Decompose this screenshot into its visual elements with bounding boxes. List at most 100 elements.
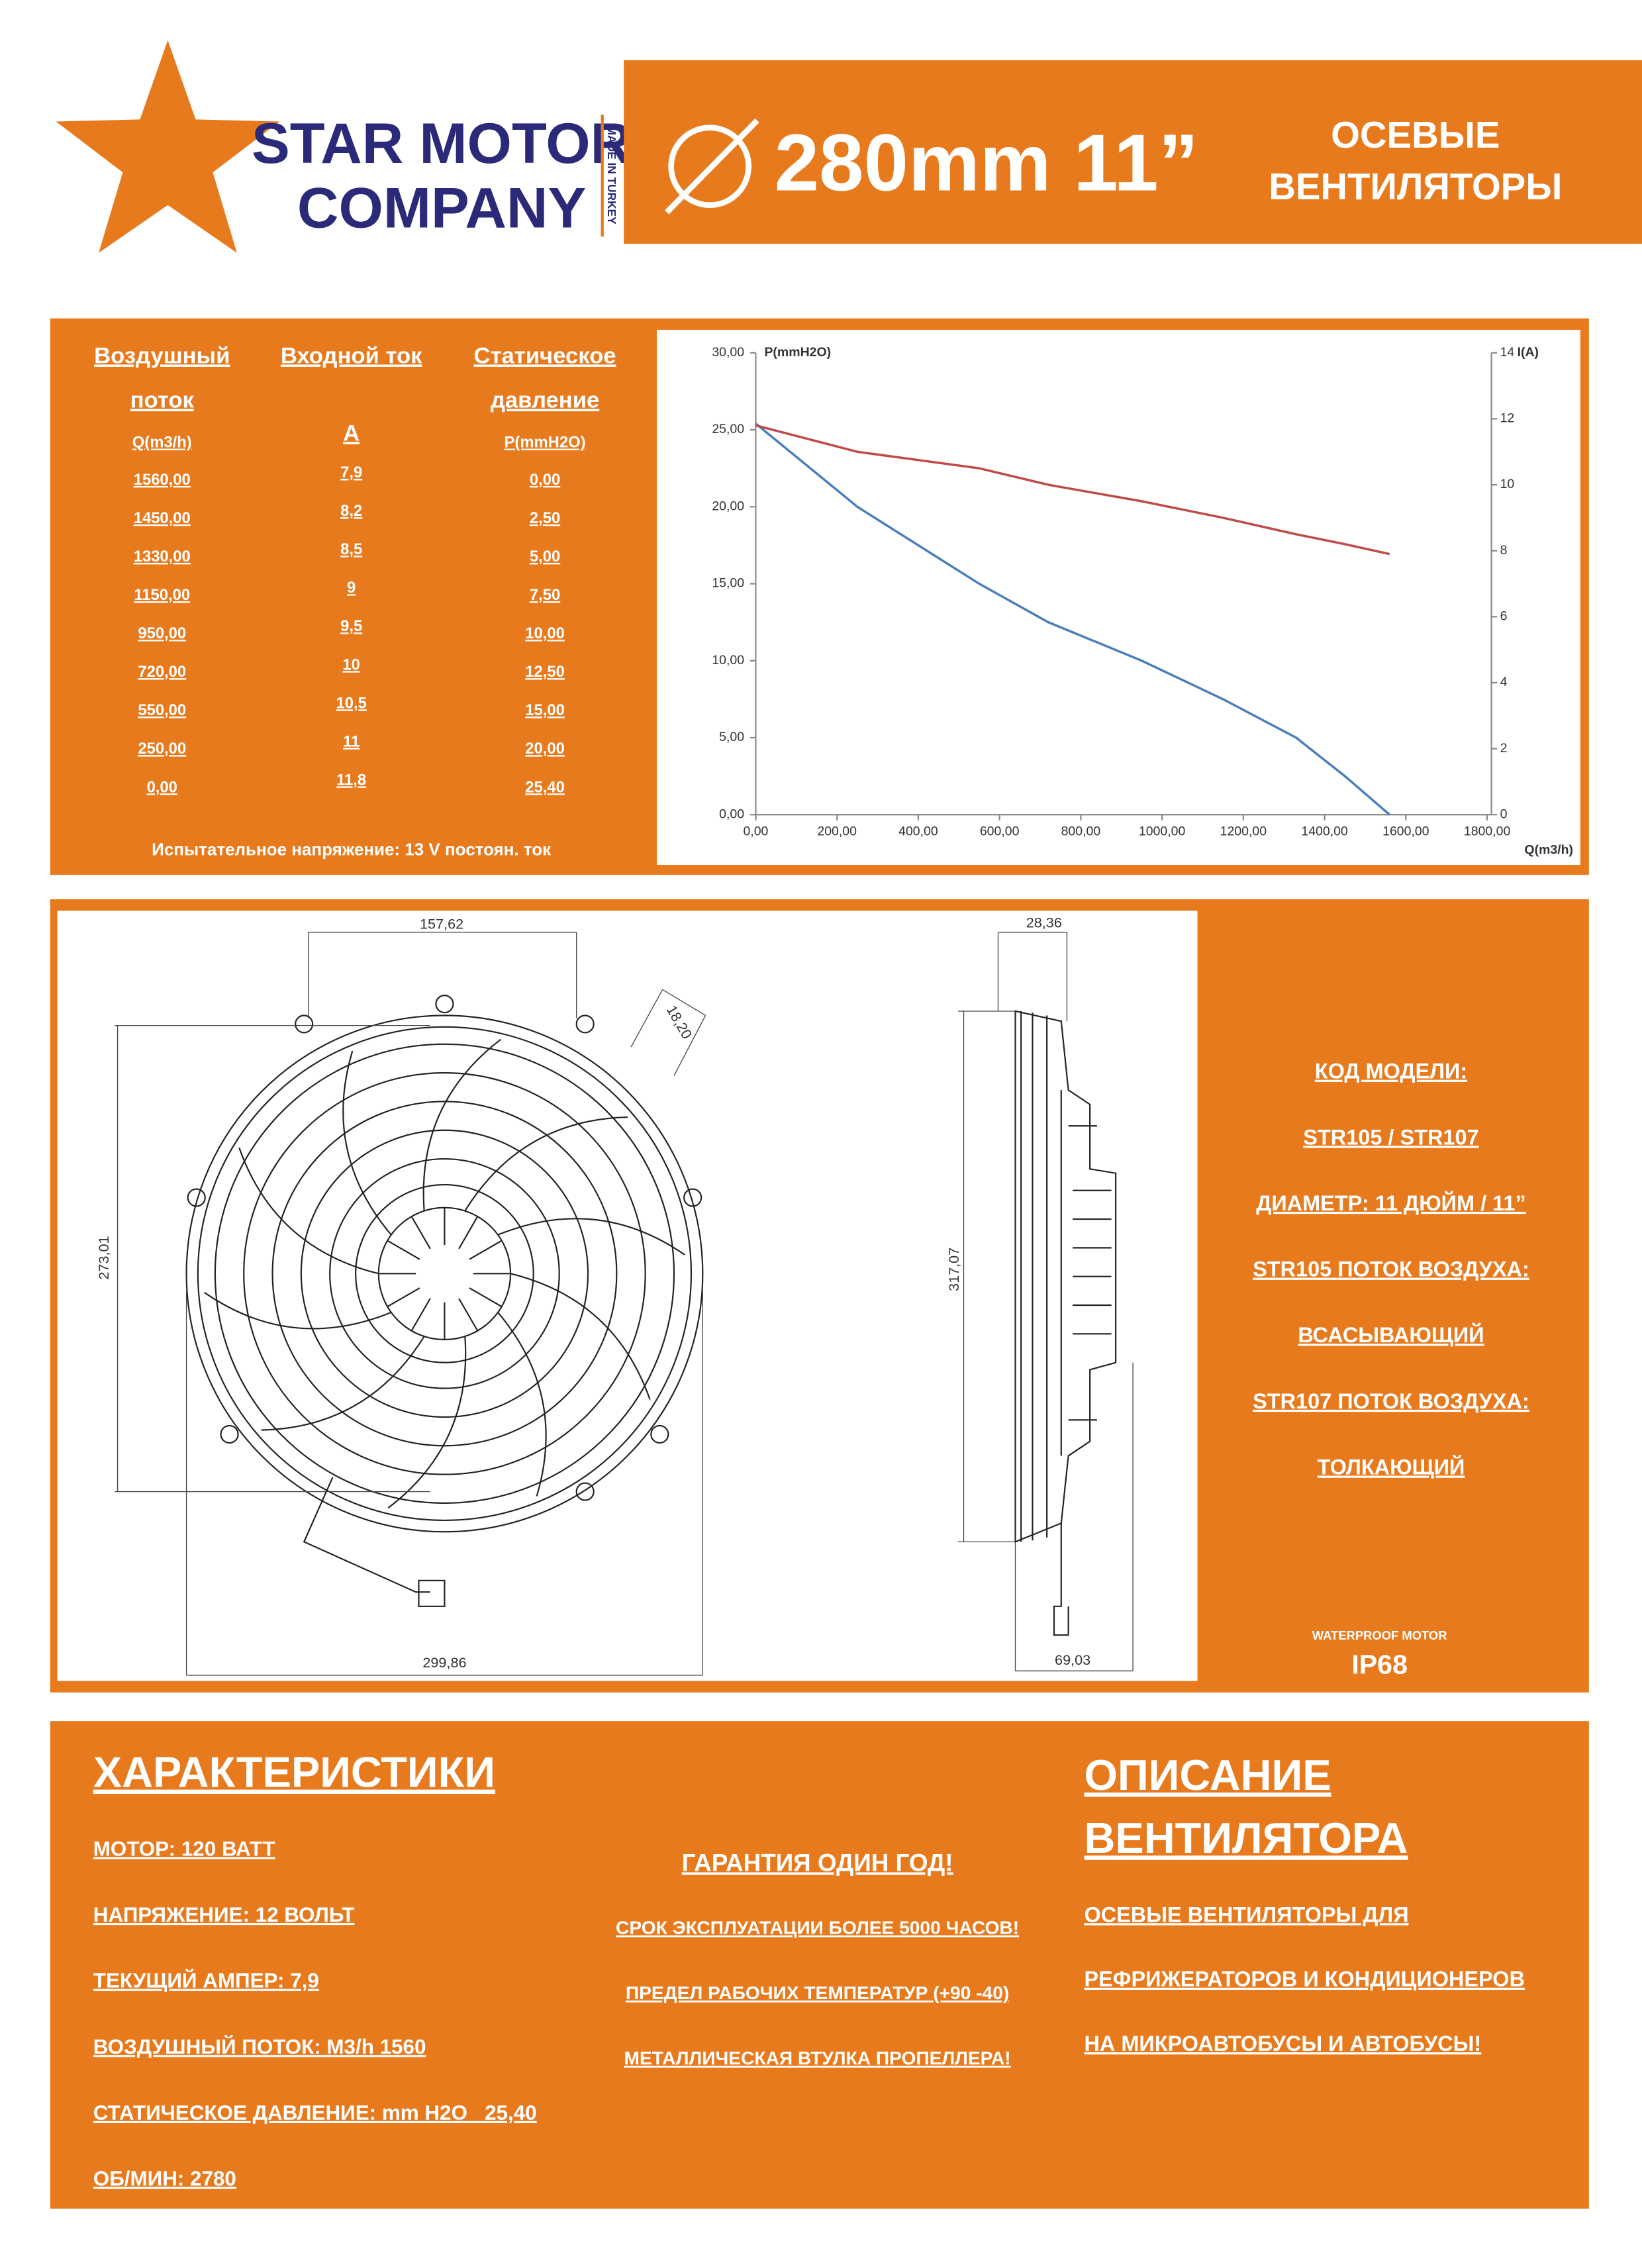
table-cell: 250,00 (138, 740, 186, 758)
fan-blade (422, 1038, 502, 1211)
fan-ring (355, 1183, 534, 1363)
fan-spoke (458, 1216, 479, 1250)
table-cell: 11 (343, 732, 360, 750)
model-info: КОД МОДЕЛИ: STR105 / STR107 ДИАМЕТР: 11 ДЮ… (1253, 1060, 1529, 1479)
fan-connector (418, 1579, 446, 1607)
mount-hole (295, 1014, 314, 1034)
mount-hole (220, 1424, 239, 1444)
fan-blade (510, 1273, 651, 1400)
fan-ring (243, 1072, 646, 1475)
fan-spoke (469, 1240, 503, 1260)
fan-blade (497, 1218, 685, 1256)
table-cell: 1150,00 (134, 586, 190, 604)
diameter-slash (665, 118, 759, 215)
table-cell: 7,50 (530, 586, 560, 604)
specs-title: ХАРАКТЕРИСТИКИ (93, 1748, 495, 1797)
dimension-label: 299,86 (422, 1654, 466, 1671)
table-cell: 550,00 (138, 701, 186, 719)
fan-spoke (410, 1216, 431, 1250)
table-cell: 8,5 (340, 540, 362, 558)
y-tick-label: 10,00 (712, 653, 744, 667)
y-tick-label: 15,00 (712, 576, 744, 591)
table-header: Статическое (474, 343, 616, 368)
table-cell: 9 (347, 579, 356, 597)
fan-blade (204, 1291, 392, 1330)
fan-spoke (458, 1298, 479, 1332)
table-header: Воздушный (94, 343, 230, 368)
spec-item: ОБ/МИН: 2780 (93, 2167, 236, 2191)
fan-blade (342, 1050, 392, 1236)
y-axis-label: P(mmH2O) (764, 345, 831, 360)
spec-item: ВОЗДУШНЫЙ ПОТОК: M3/h 1560 (93, 2034, 426, 2058)
feature-item: ПРЕДЕЛ РАБОЧИХ ТЕМПЕРАТУР (+90 -40) (626, 1983, 1009, 2003)
fan-spoke (387, 1287, 420, 1308)
table-cell: 1560,00 (134, 471, 191, 489)
banner (624, 60, 1642, 244)
table-cell: 1330,00 (134, 548, 191, 566)
y2-tick-label: 12 (1500, 411, 1515, 426)
logo-star (56, 40, 280, 253)
table-header: давление (491, 388, 599, 413)
drawing-area (57, 911, 1198, 1681)
mount-hole (435, 995, 454, 1014)
table-header: Входной ток (281, 343, 422, 368)
fan-ring (329, 1158, 560, 1389)
model-info-line: ДИАМЕТР: 11 ДЮЙМ / 11” (1256, 1190, 1525, 1215)
x-tick-label: 400,00 (898, 824, 938, 838)
x-axis-label: Q(m3/h) (1524, 843, 1573, 858)
table-cell: 15,00 (525, 701, 565, 719)
model-info-line: КОД МОДЕЛИ: (1315, 1060, 1467, 1083)
dimension-label: 317,07 (945, 1248, 962, 1291)
y-tick-label: 0,00 (719, 807, 744, 821)
model-info-line: STR105 / STR107 (1303, 1125, 1478, 1149)
fan-ring (185, 1014, 704, 1533)
x-tick-label: 200,00 (817, 824, 857, 838)
table-cell: 9,5 (340, 617, 362, 635)
banner-title: ВЕНТИЛЯТОРЫ (1269, 166, 1562, 207)
model-info-line: ВСАСЫВАЮЩИЙ (1298, 1322, 1484, 1347)
mount-hole (650, 1424, 669, 1444)
fan-ring (300, 1129, 589, 1418)
description-line: РЕФРИЖЕРАТОРОВ И КОНДИЦИОНЕРОВ (1084, 1967, 1525, 1991)
fan-blade (387, 1336, 467, 1509)
table-cell: 11,8 (336, 771, 366, 789)
feature-item: СРОК ЭКСПЛУАТАЦИИ БОЛЕЕ 5000 ЧАСОВ! (616, 1918, 1019, 1938)
table-unit: P(mmH2O) (505, 434, 586, 452)
spec-item: МОТОР: 120 ВАТТ (93, 1837, 275, 1860)
brand-line2: COMPANY (297, 176, 586, 240)
table-cell: 5,00 (530, 548, 560, 566)
description-line: ОСЕВЫЕ ВЕНТИЛЯТОРЫ ДЛЯ (1084, 1902, 1408, 1926)
x-tick-label: 800,00 (1061, 824, 1101, 838)
table-cell: 0,00 (147, 778, 177, 796)
feature-item: ГАРАНТИЯ ОДИН ГОД! (682, 1849, 953, 1876)
table-footer: Испытательное напряжение: 13 V постоян. … (152, 839, 552, 859)
series-line (755, 422, 1390, 816)
banner-size: 280mm 11” (775, 118, 1199, 208)
fan-spoke (387, 1240, 420, 1260)
x-tick-label: 1800,00 (1464, 824, 1511, 838)
fan-ring (197, 1026, 693, 1521)
description-line: НА МИКРОАВТОБУСЫ И АВТОБУСЫ! (1084, 2032, 1481, 2055)
x-tick-label: 1000,00 (1139, 824, 1186, 838)
x-tick-label: 600,00 (980, 824, 1020, 838)
table-cell: 720,00 (138, 663, 186, 681)
model-info-line: ТОЛКАЮЩИЙ (1318, 1454, 1465, 1479)
fan-blade (261, 1336, 425, 1431)
dimension-label: 28,36 (1026, 914, 1062, 931)
table-cell: 950,00 (138, 624, 186, 642)
chart-area (657, 330, 1580, 865)
series-line (755, 424, 1390, 556)
table-unit: Q(m3/h) (132, 434, 192, 452)
spec-item: ТЕКУЩИЙ АМПЕР: 7,9 (93, 1969, 319, 1993)
mount-hole (683, 1188, 702, 1207)
x-tick-label: 0,00 (743, 824, 768, 838)
spec-item: СТАТИЧЕСКОЕ ДАВЛЕНИЕ: mm H2O 25,40 (93, 2101, 537, 2124)
y2-tick-label: 4 (1500, 675, 1508, 689)
description-title: ВЕНТИЛЯТОРА (1084, 1814, 1408, 1862)
table-cell: 2,50 (530, 509, 560, 527)
performance-table: Воздушный поток Входной ток Статическое давл… (94, 343, 616, 796)
model-info-line: STR107 ПОТОК ВОЗДУХА: (1253, 1389, 1529, 1413)
fan-ring (214, 1043, 675, 1504)
